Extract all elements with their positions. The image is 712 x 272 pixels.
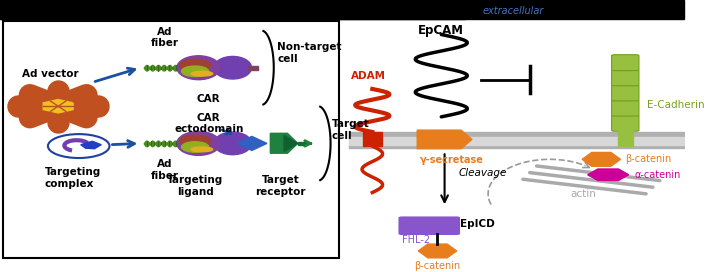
Text: Ad
fiber: Ad fiber: [150, 27, 178, 48]
Text: Targeting
ligand: Targeting ligand: [167, 175, 223, 197]
Text: FHL-2: FHL-2: [402, 235, 430, 245]
Ellipse shape: [68, 139, 94, 150]
Text: CAR
ectodomain: CAR ectodomain: [174, 113, 244, 134]
Polygon shape: [284, 135, 298, 152]
FancyBboxPatch shape: [612, 55, 639, 71]
Polygon shape: [38, 97, 78, 115]
Polygon shape: [271, 133, 298, 153]
Bar: [298, 142, 306, 145]
Text: actin: actin: [571, 188, 597, 199]
Ellipse shape: [191, 147, 213, 152]
Ellipse shape: [191, 71, 213, 76]
Bar: [0, 0, 684, 18]
FancyBboxPatch shape: [612, 70, 639, 86]
Ellipse shape: [214, 56, 251, 79]
Polygon shape: [417, 130, 472, 149]
Bar: [362, 132, 382, 146]
Text: Targeting
complex: Targeting complex: [44, 167, 100, 189]
Text: EpCAM: EpCAM: [418, 24, 464, 37]
Polygon shape: [80, 141, 101, 149]
Text: α-catenin: α-catenin: [634, 170, 681, 180]
Bar: [0, 0, 466, 18]
Circle shape: [179, 135, 211, 147]
Circle shape: [182, 142, 209, 152]
Text: β-catenin: β-catenin: [625, 154, 671, 164]
Text: E-Cadherin: E-Cadherin: [647, 100, 705, 110]
FancyBboxPatch shape: [612, 100, 639, 116]
Circle shape: [48, 134, 110, 158]
Polygon shape: [419, 244, 456, 258]
Text: Cleavage: Cleavage: [459, 168, 507, 178]
Text: EpICD: EpICD: [460, 219, 495, 229]
Circle shape: [179, 59, 211, 71]
Text: γ-secretase: γ-secretase: [419, 154, 483, 165]
Text: ADAM: ADAM: [352, 71, 387, 81]
Circle shape: [182, 66, 209, 76]
Text: Ad
fiber: Ad fiber: [150, 159, 178, 181]
Polygon shape: [582, 152, 620, 166]
Text: Target
receptor: Target receptor: [256, 175, 306, 197]
Polygon shape: [237, 136, 267, 150]
Text: Ad vector: Ad vector: [22, 69, 78, 79]
FancyBboxPatch shape: [399, 217, 460, 235]
Bar: [248, 66, 258, 70]
Ellipse shape: [177, 56, 220, 80]
FancyBboxPatch shape: [612, 85, 639, 101]
Text: Target
cell: Target cell: [332, 119, 370, 141]
Text: extracellular: extracellular: [483, 6, 544, 16]
Ellipse shape: [214, 132, 251, 155]
Text: β-catenin: β-catenin: [414, 261, 461, 271]
FancyBboxPatch shape: [612, 115, 639, 131]
Polygon shape: [43, 100, 73, 113]
Bar: [4, 21, 339, 258]
Text: Non-target
cell: Non-target cell: [277, 42, 342, 64]
Bar: [617, 130, 633, 146]
Polygon shape: [587, 169, 629, 181]
Text: CAR: CAR: [197, 94, 221, 104]
Ellipse shape: [177, 131, 220, 155]
